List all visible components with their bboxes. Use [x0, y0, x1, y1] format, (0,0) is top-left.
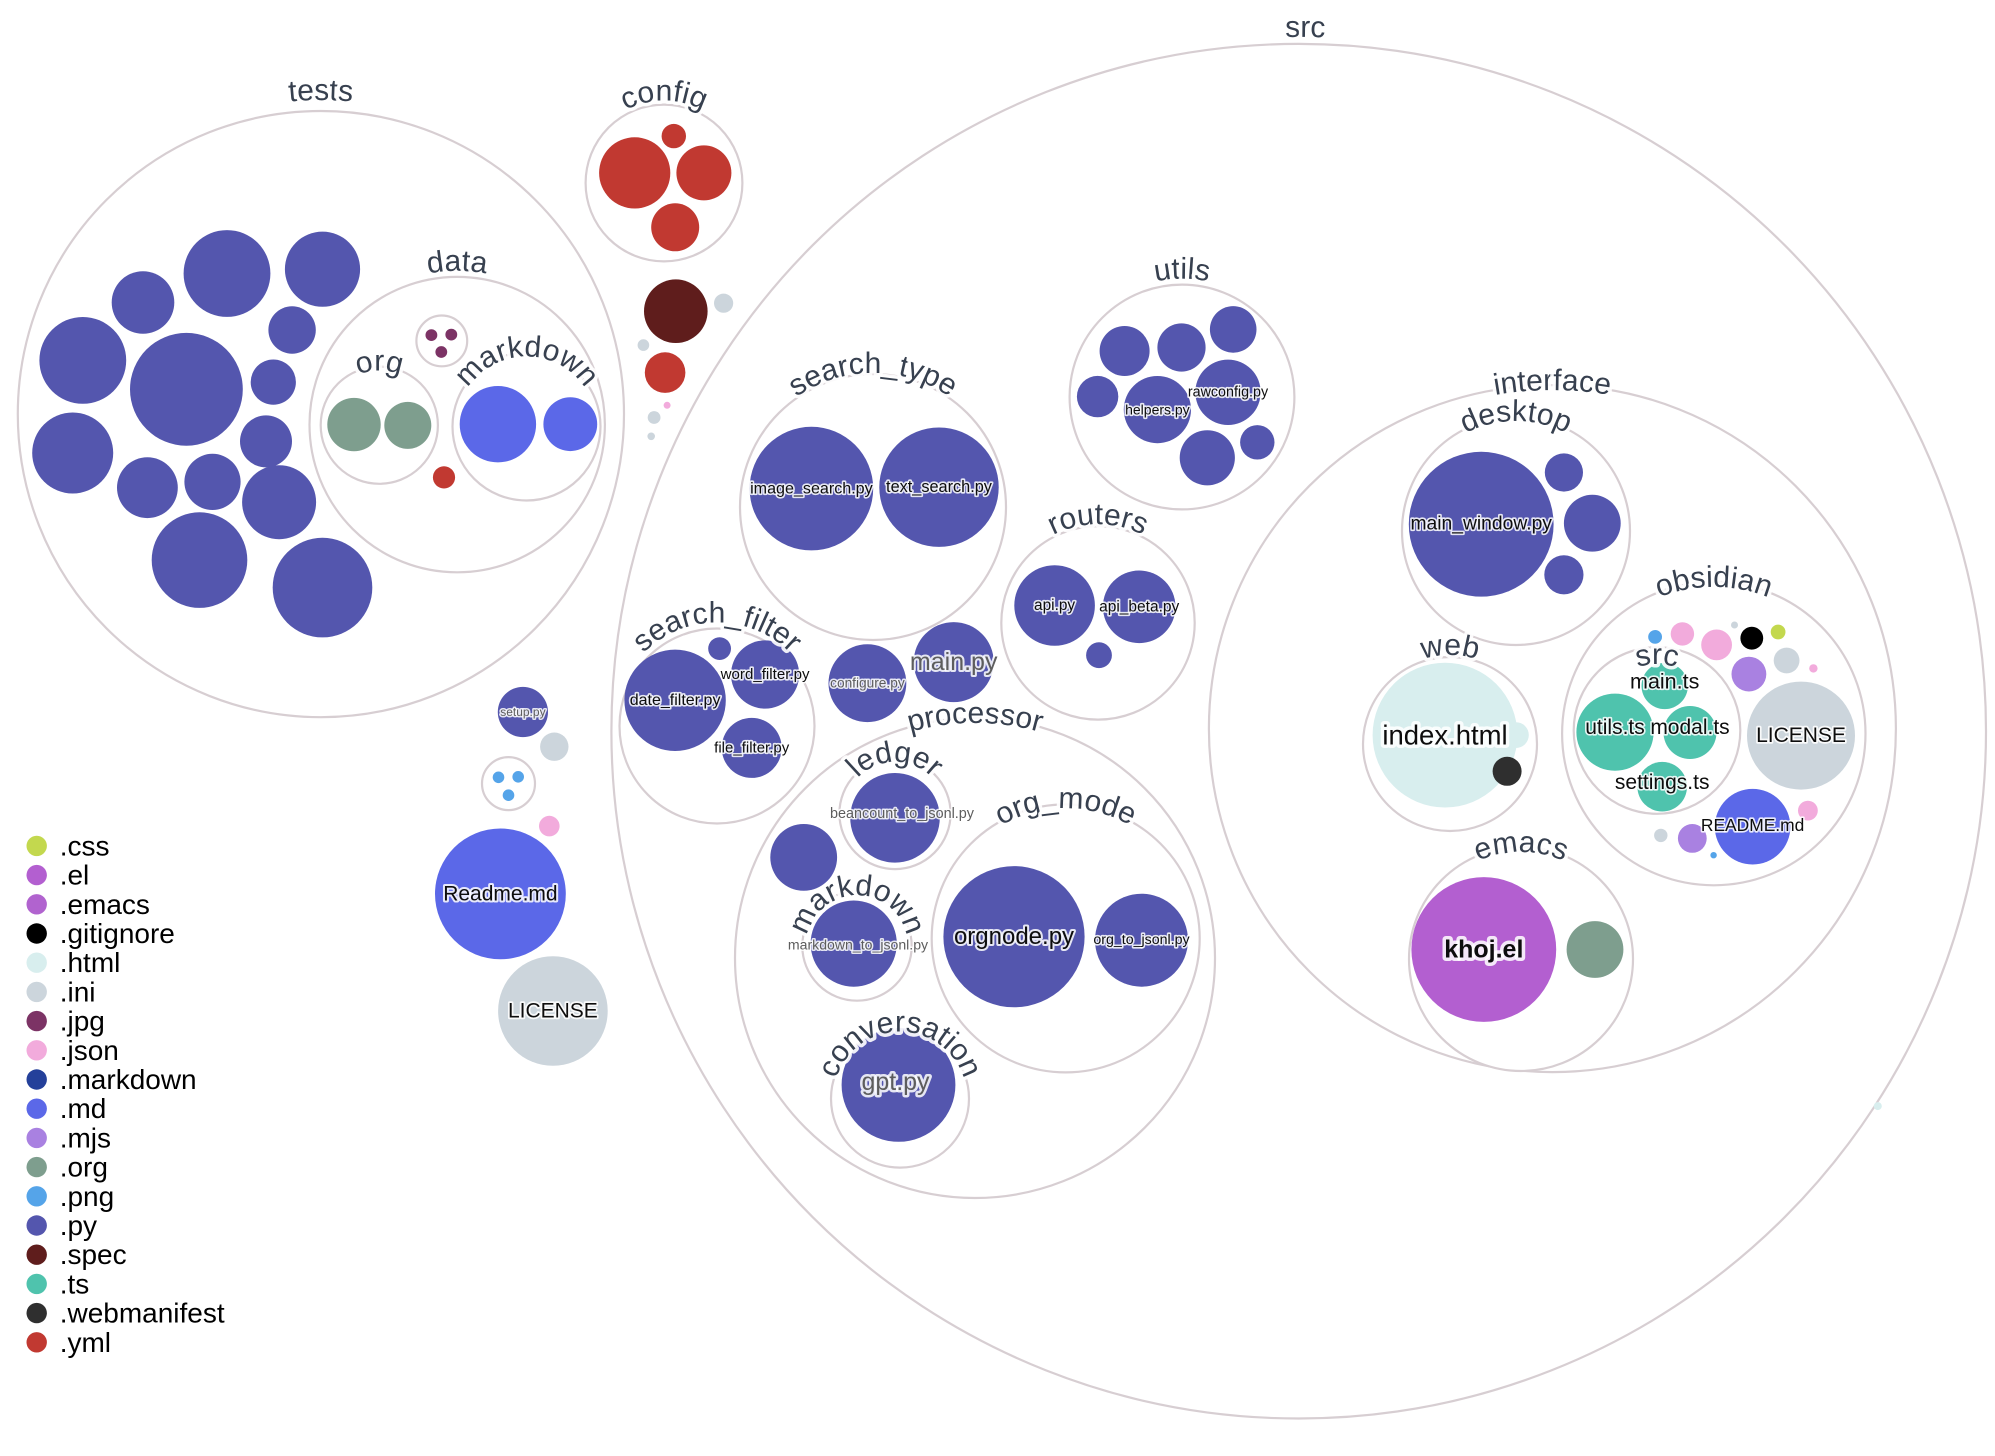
svg-text:.py: .py [60, 1210, 97, 1241]
svg-text:org_to_jsonl.py: org_to_jsonl.py [1093, 932, 1190, 948]
svg-text:web: web [1417, 629, 1483, 666]
svg-text:file_filter.py: file_filter.py [714, 739, 790, 756]
svg-text:src: src [1285, 11, 1326, 44]
svg-text:settings.ts: settings.ts [1615, 771, 1710, 794]
svg-text:modal.ts: modal.ts [1650, 716, 1729, 739]
svg-text:.webmanifest: .webmanifest [60, 1298, 225, 1329]
svg-text:khoj.el: khoj.el [1444, 936, 1523, 964]
svg-text:README.md: README.md [1701, 815, 1804, 835]
svg-text:setup.py: setup.py [500, 705, 545, 719]
svg-text:.png: .png [60, 1181, 114, 1212]
svg-text:orgnode.py: orgnode.py [954, 923, 1074, 950]
svg-text:data: data [425, 245, 490, 281]
svg-text:.html: .html [60, 947, 121, 978]
svg-text:.emacs: .emacs [60, 889, 150, 920]
svg-text:rawconfig.py: rawconfig.py [1188, 384, 1269, 400]
svg-text:index.html: index.html [1382, 720, 1507, 751]
svg-text:src: src [1632, 638, 1681, 673]
svg-text:date_filter.py: date_filter.py [630, 692, 721, 709]
svg-text:.md: .md [60, 1093, 107, 1124]
svg-text:.markdown: .markdown [60, 1064, 197, 1095]
svg-text:.spec: .spec [60, 1239, 127, 1270]
svg-text:text_search.py: text_search.py [886, 478, 993, 496]
svg-text:.org: .org [60, 1152, 108, 1183]
svg-text:.ts: .ts [60, 1268, 90, 1299]
svg-text:.css: .css [60, 830, 110, 861]
svg-text:Readme.md: Readme.md [443, 882, 557, 905]
svg-text:.ini: .ini [60, 976, 96, 1007]
svg-text:.json: .json [60, 1035, 119, 1066]
svg-text:.mjs: .mjs [60, 1122, 111, 1153]
svg-text:markdown_to_jsonl.py: markdown_to_jsonl.py [788, 937, 929, 953]
svg-text:api.py: api.py [1034, 597, 1075, 614]
svg-text:image_search.py: image_search.py [750, 480, 874, 498]
svg-text:interface: interface [1491, 364, 1613, 402]
svg-text:api_beta.py: api_beta.py [1099, 598, 1179, 615]
svg-text:tests: tests [287, 74, 354, 109]
svg-text:LICENSE: LICENSE [1756, 724, 1846, 747]
svg-text:.gitignore: .gitignore [60, 918, 175, 949]
svg-text:.jpg: .jpg [60, 1006, 105, 1037]
svg-text:utils.ts: utils.ts [1585, 716, 1645, 739]
svg-text:.el: .el [60, 860, 90, 891]
svg-text:main.py: main.py [910, 648, 998, 676]
svg-text:helpers.py: helpers.py [1125, 402, 1190, 418]
svg-text:org: org [352, 345, 407, 381]
svg-text:main.ts: main.ts [1630, 670, 1699, 694]
svg-text:main_window.py: main_window.py [1410, 514, 1552, 535]
svg-text:configure.py: configure.py [830, 676, 905, 691]
svg-text:utils: utils [1152, 253, 1213, 289]
svg-text:word_filter.py: word_filter.py [720, 666, 810, 683]
svg-text:.yml: .yml [60, 1327, 111, 1358]
svg-text:LICENSE: LICENSE [508, 1000, 598, 1023]
svg-text:beancount_to_jsonl.py: beancount_to_jsonl.py [830, 806, 975, 822]
svg-text:gpt.py: gpt.py [861, 1068, 930, 1096]
